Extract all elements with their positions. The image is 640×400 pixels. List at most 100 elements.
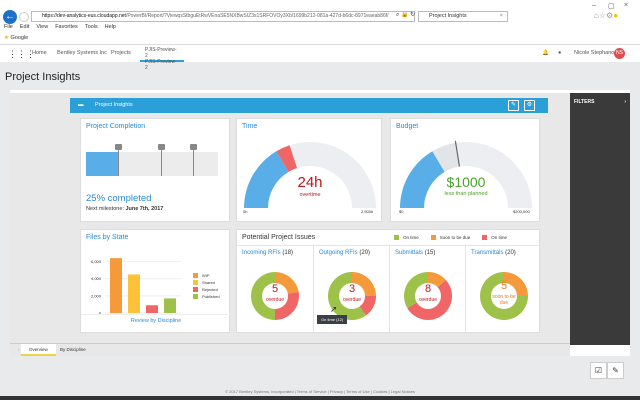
- nav-bentley[interactable]: Bentley Systems Inc: [57, 50, 107, 56]
- donut-chart: [480, 272, 528, 320]
- url-host: https://dev-analytics-eus.cloudapp.net: [42, 13, 126, 19]
- menu-file[interactable]: File: [4, 24, 13, 30]
- budget-max: $200,000: [513, 209, 530, 214]
- files-bar-chart: 0 2,000 4,000 6,000 WIP Shared Rejected Publish…: [91, 258, 220, 316]
- address-bar[interactable]: https://dev-analytics-eus.cloudapp.net/P…: [31, 11, 415, 22]
- report-header-bar: ▬ Project Insights ✎ ⚙: [70, 98, 548, 113]
- budget-value: $1000: [446, 174, 486, 190]
- favorite-google[interactable]: Google: [10, 35, 29, 41]
- home-star-gear-icons[interactable]: ⌂☆⚙●: [594, 11, 619, 20]
- url-path: /PowerBI/Report/?ViewqsStbguEtRwVEnaSE5N…: [125, 13, 389, 19]
- legend-swatch: [193, 280, 198, 285]
- menu-edit[interactable]: Edit: [19, 24, 30, 30]
- issue-title[interactable]: Submittals (15): [395, 250, 435, 256]
- flag-icon: [158, 144, 166, 150]
- bell-icon[interactable]: 🔔: [542, 50, 549, 56]
- donut-slice-ontime[interactable]: [404, 272, 428, 308]
- donut-slice-overdue[interactable]: [275, 291, 299, 320]
- help-icon[interactable]: ●: [558, 50, 562, 56]
- bar-rejected[interactable]: [146, 305, 158, 313]
- issue-card-submittals: Submittals (15) 8 overdue: [389, 246, 465, 334]
- page-title: Project Insights: [5, 71, 81, 83]
- donut-slice-soon[interactable]: [504, 272, 528, 296]
- issue-title[interactable]: Outgoing RFIs (20): [319, 250, 370, 256]
- time-title: Time: [242, 123, 258, 130]
- menu-view[interactable]: View: [36, 24, 49, 30]
- tab-overview[interactable]: Overview: [21, 344, 56, 356]
- legend-swatch: [193, 287, 198, 292]
- time-overtime-arc: [276, 145, 298, 172]
- milestone-marker[interactable]: [158, 144, 166, 176]
- edit-button[interactable]: ✎: [508, 100, 519, 111]
- review-by-discipline-link[interactable]: Review by Discipline: [130, 318, 182, 324]
- tab-by-discipline[interactable]: By Discipline: [60, 347, 86, 352]
- forward-button[interactable]: [19, 12, 29, 22]
- flag-icon: [114, 144, 122, 150]
- next-milestone: Next milestone: June 7th, 2017: [86, 206, 163, 212]
- user-name[interactable]: Nicole Stephano: [574, 50, 615, 56]
- minimize-button[interactable]: –: [592, 2, 596, 9]
- legend-item[interactable]: On time: [394, 235, 419, 241]
- bar-published[interactable]: [164, 298, 176, 313]
- issue-count: (18): [282, 250, 294, 256]
- menu-help[interactable]: Help: [104, 24, 116, 30]
- completion-fill: [86, 152, 119, 176]
- milestone-marker[interactable]: [189, 144, 197, 176]
- nav-projects[interactable]: Projects: [111, 50, 131, 56]
- legend-label: Published: [202, 294, 220, 299]
- donut-slice-soon[interactable]: [352, 272, 376, 296]
- donut-slice-soon[interactable]: [275, 272, 299, 294]
- potential-issues-card: Potential Project Issues On time Soon to …: [236, 229, 541, 334]
- donut-slice-overdue[interactable]: [359, 296, 376, 316]
- app-nav: ⋮⋮⋮ Home Bentley Systems Inc Projects PJ…: [0, 44, 640, 71]
- donut-slice-ontime[interactable]: [480, 272, 528, 320]
- issue-title[interactable]: Incoming RFIs (18): [242, 250, 293, 256]
- completion-title: Project Completion: [86, 123, 146, 130]
- donut-slice-ontime[interactable]: [328, 272, 367, 320]
- mouse-cursor-icon: ➚: [330, 304, 338, 314]
- close-tab-icon[interactable]: ×: [499, 13, 503, 19]
- checklist-button[interactable]: ☑: [590, 362, 607, 379]
- nav-home[interactable]: Home: [32, 50, 47, 56]
- legend-swatch: [394, 235, 399, 241]
- y-tick-label: 6,000: [91, 259, 102, 264]
- issue-big-number: 5: [500, 280, 508, 292]
- maximize-button[interactable]: ▢: [608, 3, 615, 10]
- app-launcher-icon[interactable]: ⋮⋮⋮: [8, 49, 35, 59]
- filters-pane[interactable]: FILTERS ›: [570, 93, 630, 345]
- bar-shared[interactable]: [128, 274, 140, 313]
- issue-title-text: Incoming RFIs: [242, 250, 281, 256]
- chevron-right-icon[interactable]: ›: [624, 99, 626, 105]
- star-icon: ★: [4, 35, 9, 41]
- issue-count: (20): [359, 250, 371, 256]
- close-window-button[interactable]: ×: [624, 2, 629, 9]
- issue-title-text: Outgoing RFIs: [319, 250, 358, 256]
- issue-title[interactable]: Transmittals (20): [471, 250, 516, 256]
- menu-tools[interactable]: Tools: [84, 24, 98, 30]
- bar-wip[interactable]: [110, 258, 122, 313]
- menu-favorites[interactable]: Favorites: [55, 24, 78, 30]
- legend-item[interactable]: On time: [482, 235, 507, 241]
- page-tabs: ‹ › Overview By Discipline: [10, 343, 570, 356]
- donut-slice-overdue[interactable]: [407, 279, 452, 320]
- back-button[interactable]: ←: [3, 10, 17, 24]
- tab-nav-arrows[interactable]: ‹ ›: [18, 347, 22, 352]
- report-canvas: ▬ Project Insights ✎ ⚙ Project Completio…: [10, 93, 570, 345]
- milestone-date: June 7th, 2017: [125, 206, 164, 212]
- search-refresh-icons[interactable]: ⌕ 🔒 ↻: [396, 12, 416, 18]
- legend-item[interactable]: Soon to be due: [430, 235, 470, 241]
- donut-slice-ontime[interactable]: [251, 272, 275, 320]
- milestone-marker[interactable]: [114, 144, 122, 176]
- completion-label: 25% completed: [86, 193, 152, 204]
- issue-card-outgoing-rfis: Outgoing RFIs (20) 3 overdue: [313, 246, 389, 334]
- pencil-button[interactable]: ✎: [607, 362, 624, 379]
- donut-slice-soon[interactable]: [428, 272, 446, 288]
- legend-swatch: [193, 294, 198, 299]
- settings-button[interactable]: ⚙: [524, 100, 535, 111]
- legend-label: WIP: [202, 273, 210, 278]
- report-frame: ▬ Project Insights ✎ ⚙ Project Completio…: [10, 90, 630, 356]
- browser-tab[interactable]: Project Insights ×: [418, 11, 508, 22]
- project-selector[interactable]: PJIS-Preview-2 PJIS-Preview-2: [140, 45, 184, 71]
- y-tick-label: 4,000: [91, 276, 102, 281]
- avatar[interactable]: NS: [614, 48, 625, 59]
